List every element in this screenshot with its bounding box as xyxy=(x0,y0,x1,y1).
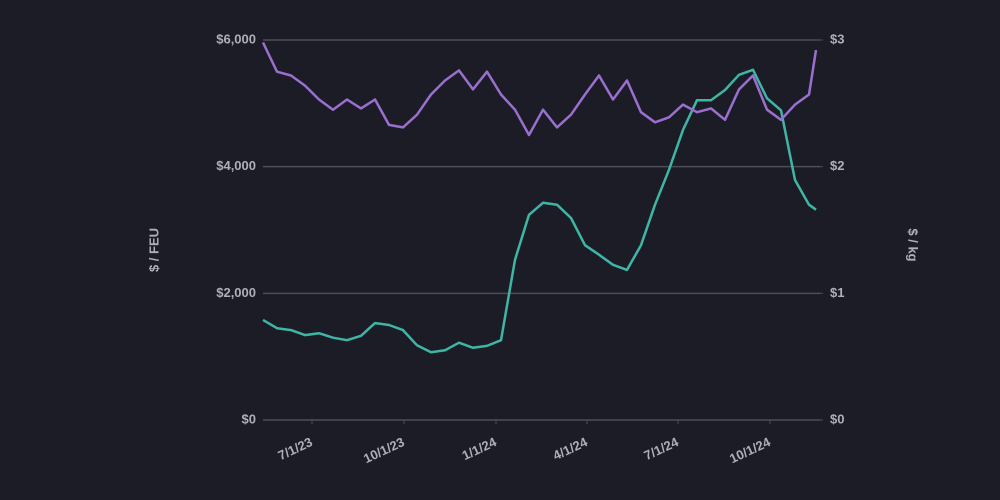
y-tick-label: $6,000 xyxy=(216,31,256,46)
series-line xyxy=(261,41,818,137)
y2-tick-label: $3 xyxy=(830,31,844,46)
series-line xyxy=(262,68,817,354)
x-tick-label: 7/1/24 xyxy=(642,434,682,463)
y2-tick-label: $2 xyxy=(830,158,844,173)
y-tick-label: $4,000 xyxy=(216,158,256,173)
y2-tick-label: $0 xyxy=(830,411,844,426)
y2-tick-label: $1 xyxy=(830,285,844,300)
y-axis-label: $ / FEU xyxy=(146,228,161,272)
x-tick-label: 10/1/23 xyxy=(361,434,407,466)
y2-axis-label: $ / kg xyxy=(906,228,921,261)
y-tick-label: $2,000 xyxy=(216,285,256,300)
y-tick-label: $0 xyxy=(242,411,256,426)
x-tick-label: 7/1/23 xyxy=(276,434,315,463)
x-tick-label: 1/1/24 xyxy=(460,434,500,463)
x-tick-label: 4/1/24 xyxy=(551,434,591,463)
x-tick-label: 10/1/24 xyxy=(727,434,773,466)
